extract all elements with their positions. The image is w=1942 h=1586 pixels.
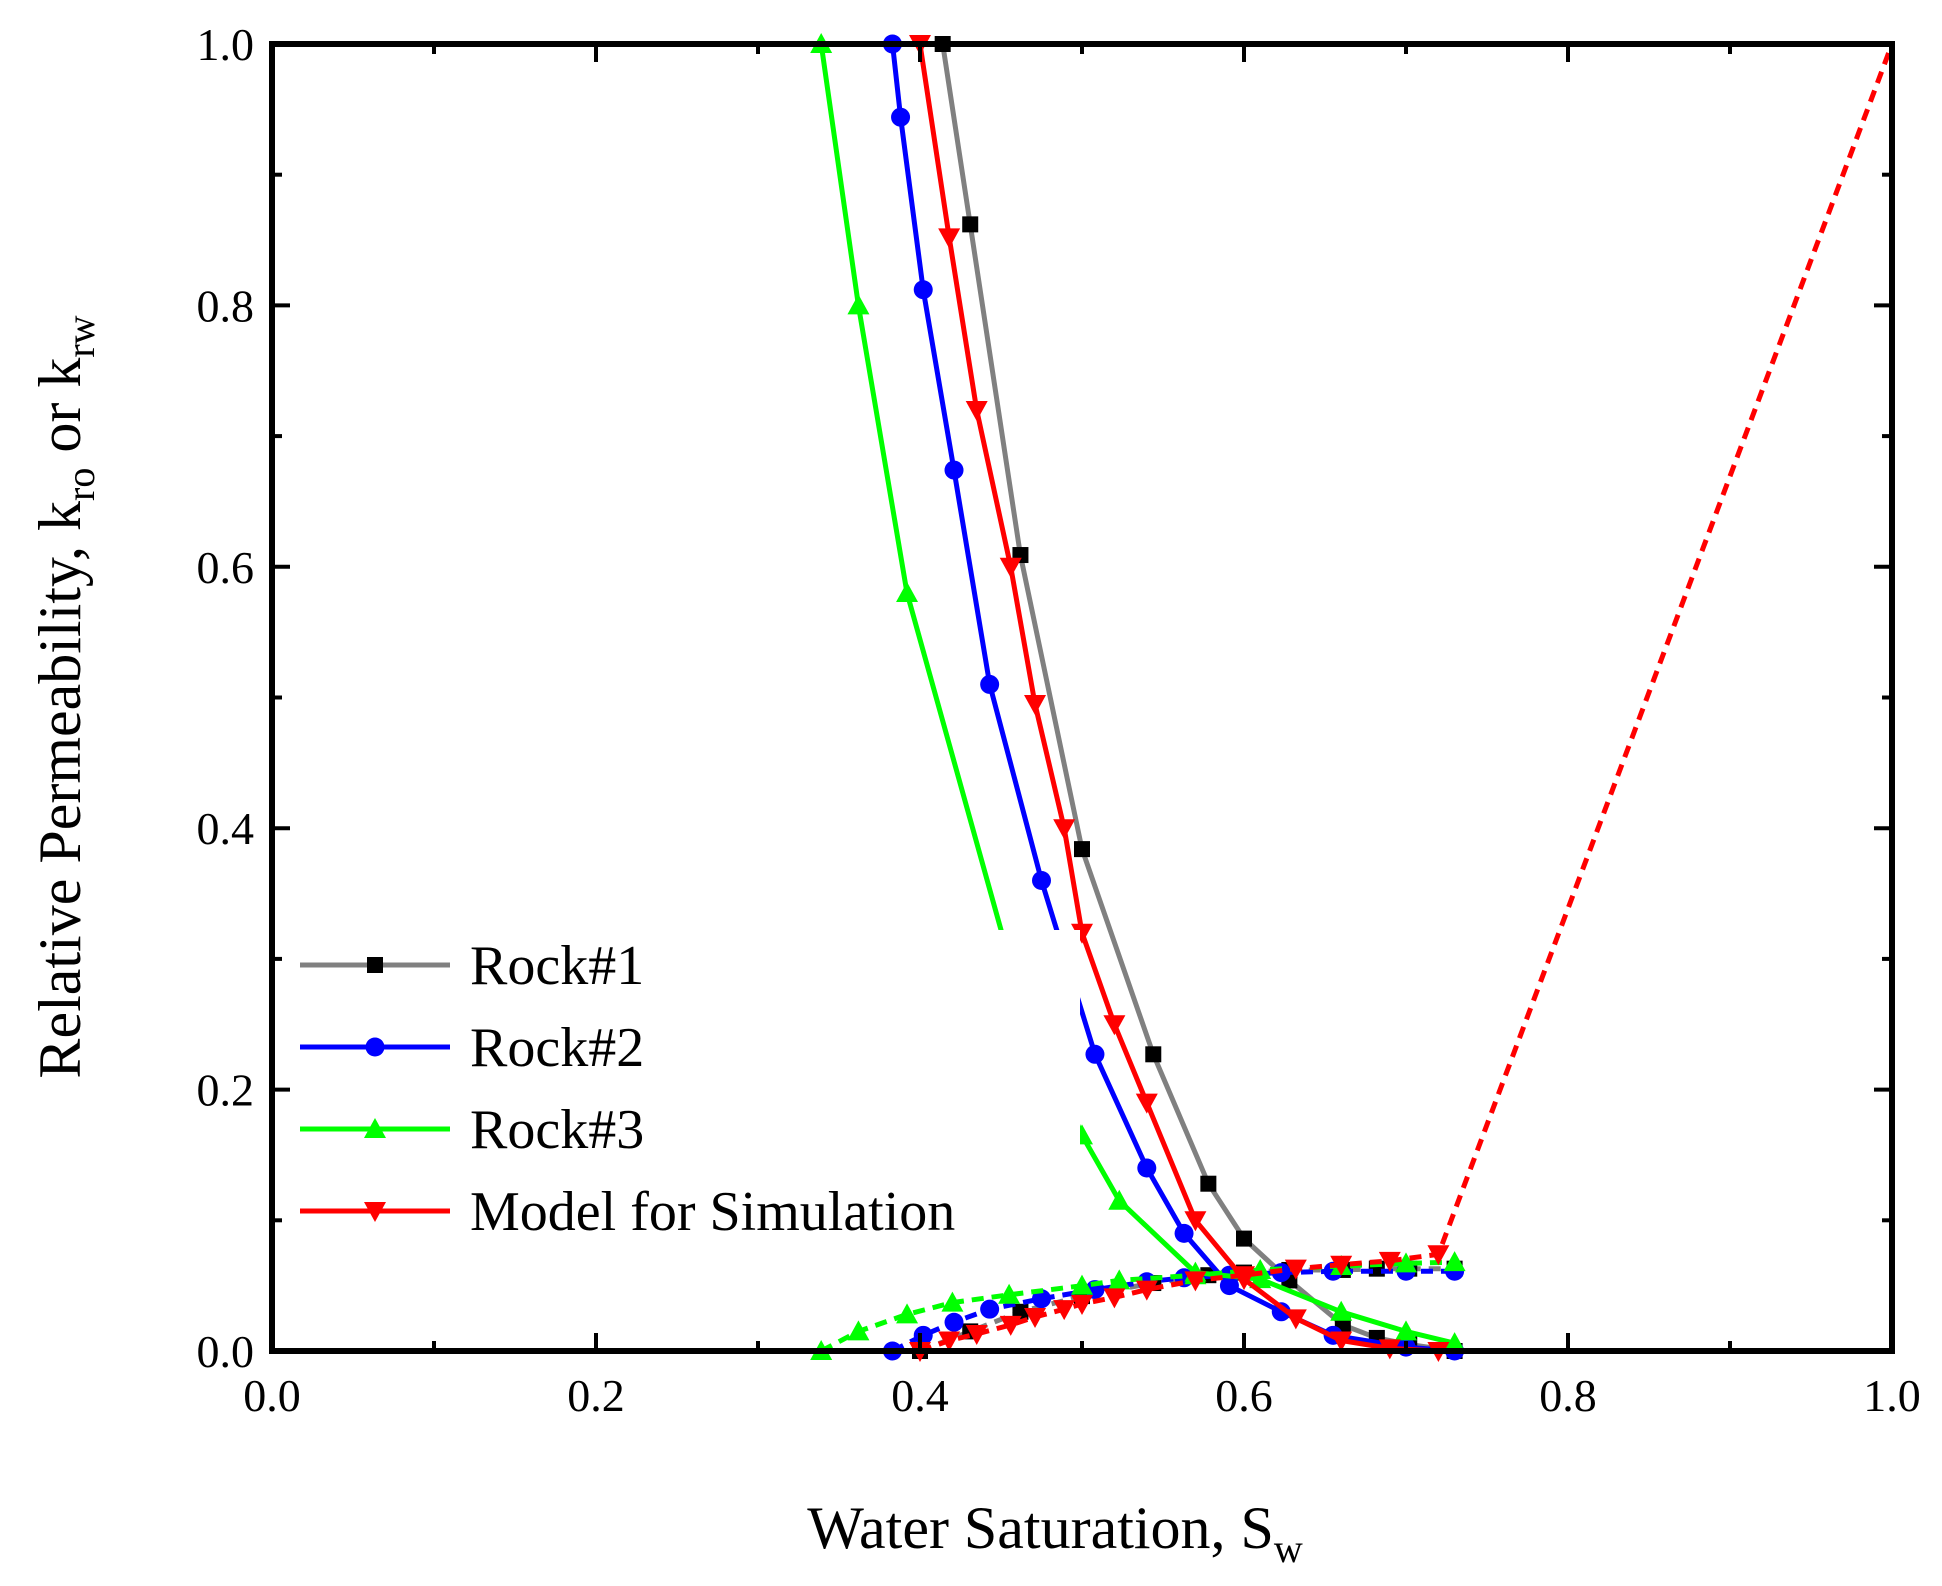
kro-point-series-0 xyxy=(1145,1046,1162,1063)
krw-point-series-2 xyxy=(1395,1252,1417,1273)
kro-point-series-3 xyxy=(1024,695,1047,716)
kro-point-series-1 xyxy=(891,107,911,127)
x-tick-label: 0.6 xyxy=(1215,1370,1273,1421)
x-axis-title: Water Saturation, Sw xyxy=(807,1495,1303,1571)
kro-point-series-1 xyxy=(1137,1158,1157,1178)
krw-point-series-3 xyxy=(999,1315,1022,1336)
krw-point-series-3 xyxy=(1233,1266,1255,1287)
y-tick-label: 0.0 xyxy=(197,1326,255,1377)
kro-point-series-0 xyxy=(962,216,979,233)
series-2 xyxy=(810,33,1466,1360)
legend-marker-3 xyxy=(364,1202,386,1222)
kro-point-series-2 xyxy=(1108,1189,1131,1210)
series-layer xyxy=(810,33,1895,1362)
krw-point-series-3 xyxy=(1427,1245,1450,1266)
kro-point-series-3 xyxy=(1184,1211,1207,1232)
kro-point-series-3 xyxy=(1103,1015,1126,1036)
y-tick-label: 0.6 xyxy=(197,542,255,593)
kro-point-series-1 xyxy=(913,280,933,300)
kro-point-series-3 xyxy=(999,557,1022,578)
kro-point-series-2 xyxy=(1395,1320,1417,1341)
krw-point-series-3 xyxy=(1184,1271,1207,1292)
kro-point-series-1 xyxy=(1085,1044,1105,1064)
krw-point-series-2 xyxy=(1108,1269,1131,1290)
x-tick-label: 0.0 xyxy=(243,1370,301,1421)
krw-point-series-2 xyxy=(1071,1274,1093,1295)
krw-point-series-1 xyxy=(944,1312,964,1332)
legend-label-3: Model for Simulation xyxy=(470,1181,955,1243)
kro-point-series-3 xyxy=(1330,1331,1353,1352)
axis-ticks: 0.0 0.2 0.4 0.6 0.8 1.0 0.0 0.2 0.4 0.6 0.8 1.0 xyxy=(197,19,1921,1421)
krw-point-series-3 xyxy=(1053,1300,1076,1321)
y-tick-label: 1.0 xyxy=(197,19,255,70)
krw-point-series-2 xyxy=(896,1303,919,1324)
krw-point-series-1 xyxy=(913,1325,933,1345)
legend-marker-0 xyxy=(367,957,383,973)
krw-point-series-2 xyxy=(998,1283,1021,1304)
legend-label-2: Rock#3 xyxy=(470,1099,644,1161)
kro-point-series-2 xyxy=(847,294,870,315)
krw-point-series-1 xyxy=(980,1299,1000,1319)
kro-point-series-3 xyxy=(1284,1309,1307,1330)
legend-marker-1 xyxy=(365,1037,385,1057)
legend-label-0: Rock#1 xyxy=(470,935,644,997)
kro-point-series-3 xyxy=(1135,1093,1158,1114)
krw-point-series-3 xyxy=(1284,1259,1307,1280)
krw-point-series-2 xyxy=(847,1320,870,1341)
krw-point-series-3 xyxy=(938,1331,961,1352)
kro-point-series-2 xyxy=(896,581,919,602)
kro-point-series-3 xyxy=(938,228,961,249)
kro-point-series-1 xyxy=(1032,870,1051,890)
krw-point-series-3 xyxy=(1024,1308,1047,1329)
kro-point-series-0 xyxy=(1236,1230,1252,1247)
krw-point-series-1 xyxy=(1032,1289,1051,1309)
y-axis-title: Relative Permeability, kro or krw xyxy=(27,315,103,1078)
kro-point-series-3 xyxy=(1071,923,1093,944)
x-tick-label: 1.0 xyxy=(1863,1370,1921,1421)
kro-line-series-3 xyxy=(917,43,1892,1354)
legend: Rock#1 Rock#2 Rock#3 Model for Simulation xyxy=(290,930,1080,1260)
kro-point-series-1 xyxy=(980,674,1000,694)
krw-point-series-3 xyxy=(1103,1288,1126,1309)
kro-point-series-0 xyxy=(1074,841,1090,858)
y-tick-label: 0.8 xyxy=(197,280,255,331)
x-tick-label: 0.4 xyxy=(891,1370,949,1421)
kro-point-series-0 xyxy=(1200,1175,1217,1192)
x-tick-label: 0.8 xyxy=(1539,1370,1597,1421)
kro-point-series-3 xyxy=(1053,819,1076,840)
kro-point-series-1 xyxy=(944,460,964,480)
krw-point-series-3 xyxy=(1330,1255,1353,1276)
krw-point-series-3 xyxy=(1378,1251,1401,1272)
y-tick-label: 0.2 xyxy=(197,1065,255,1116)
krw-point-series-3 xyxy=(1071,1294,1093,1315)
kro-point-series-1 xyxy=(1271,1302,1291,1322)
y-tick-label: 0.4 xyxy=(197,803,255,854)
legend-background xyxy=(290,930,1080,1260)
krw-point-series-3 xyxy=(965,1325,988,1346)
x-tick-label: 0.2 xyxy=(567,1370,625,1421)
kro-point-series-1 xyxy=(1174,1223,1194,1243)
legend-marker-2 xyxy=(364,1118,386,1138)
kro-point-series-2 xyxy=(1330,1300,1353,1321)
krw-point-series-2 xyxy=(941,1291,964,1312)
kro-point-series-3 xyxy=(965,400,988,421)
krw-point-series-2 xyxy=(1443,1251,1466,1272)
krw-point-series-0 xyxy=(1012,1303,1029,1320)
kro-point-series-2 xyxy=(1443,1332,1466,1353)
legend-label-1: Rock#2 xyxy=(470,1017,644,1079)
series-3 xyxy=(909,35,1895,1362)
krw-point-series-3 xyxy=(1135,1280,1158,1301)
